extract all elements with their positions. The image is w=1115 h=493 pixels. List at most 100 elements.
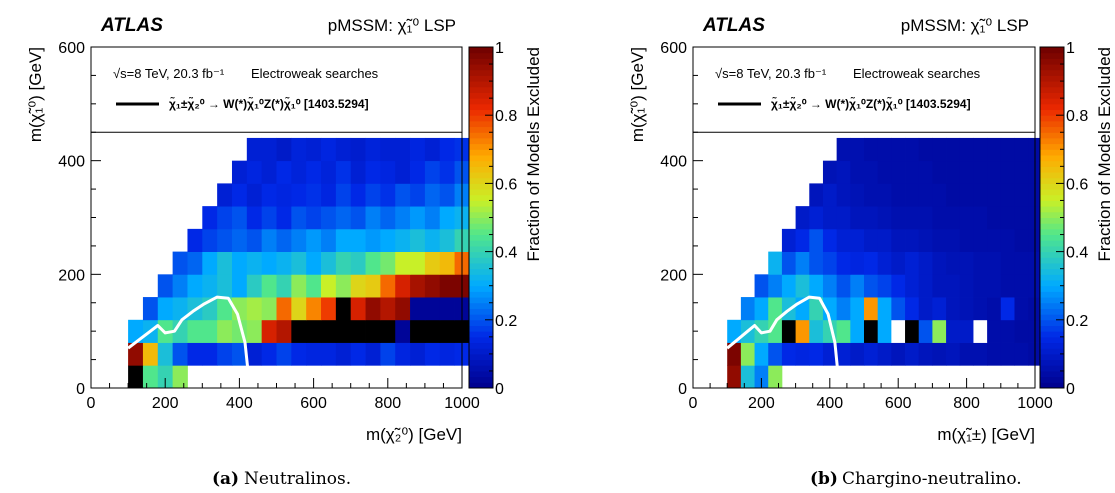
heatmap-cell: [365, 274, 381, 298]
heatmap-cell: [795, 206, 810, 230]
colorbar-segment: [1040, 370, 1064, 378]
heatmap-cell: [864, 228, 879, 252]
heatmap-cell: [822, 183, 838, 207]
heatmap-cell: [246, 319, 263, 343]
heatmap-cell: [795, 274, 810, 298]
colorbar-segment: [1040, 189, 1064, 196]
heatmap-cell: [973, 274, 988, 298]
colorbar-segment: [1040, 217, 1064, 224]
colorbar-segment: [1040, 172, 1064, 179]
heatmap-cell: [410, 297, 426, 321]
colorbar-tick-label: 0: [495, 381, 504, 398]
heatmap-bins: [727, 137, 1043, 389]
heatmap-cell: [291, 319, 307, 343]
colorbar-segment: [1040, 126, 1064, 133]
heatmap-cell: [932, 251, 947, 275]
colorbar-segment: [1040, 143, 1064, 150]
heatmap-cell: [850, 160, 865, 184]
heatmap-cell: [276, 274, 292, 298]
heatmap-cell: [261, 342, 277, 366]
heatmap-cell: [350, 251, 366, 275]
heatmap-cell: [350, 137, 366, 162]
energy-lumi-label: √s=8 TeV, 20.3 fb⁻¹: [113, 66, 225, 81]
heatmap-cell: [809, 274, 824, 298]
experiment-label: ATLAS: [702, 15, 765, 36]
heatmap-cell: [959, 160, 974, 184]
heatmap-cell: [365, 342, 381, 366]
heatmap-cell: [1000, 228, 1015, 252]
heatmap-cell: [350, 319, 366, 343]
colorbar-segment: [469, 149, 493, 156]
heatmap-cell: [365, 251, 381, 275]
heatmap-cell: [905, 274, 920, 298]
heatmap-cell: [128, 365, 144, 389]
colorbar-segment: [469, 348, 493, 355]
heatmap-cell: [261, 228, 277, 252]
heatmap-cell: [439, 160, 455, 184]
heatmap-cell: [365, 137, 381, 162]
colorbar-segment: [1040, 331, 1064, 338]
colorbar-segment: [469, 280, 493, 287]
heatmap-cell: [424, 342, 441, 366]
heatmap-cell: [987, 228, 1002, 252]
colorbar-segment: [469, 126, 493, 133]
heatmap-cell: [822, 342, 838, 366]
heatmap-cell: [276, 251, 292, 275]
heatmap-cell: [809, 206, 824, 230]
heatmap-cell: [905, 228, 920, 252]
heatmap-cell: [891, 160, 906, 184]
colorbar-segment: [469, 314, 493, 321]
heatmap-cell: [864, 206, 879, 230]
heatmap-cell: [335, 251, 352, 275]
heatmap-cell: [918, 251, 933, 275]
heatmap-cell: [306, 183, 322, 207]
heatmap-cell: [187, 342, 203, 366]
colorbar-segment: [1040, 342, 1064, 349]
legend-entry: χ̃₁±χ̃₂⁰ → W(*)χ̃₁⁰Z(*)χ̃₁⁰ [1403.5294]: [771, 96, 971, 111]
heatmap-cell: [959, 319, 974, 343]
colorbar-segment: [469, 291, 493, 298]
colorbar-segment: [1040, 325, 1064, 332]
heatmap-cell: [365, 160, 381, 184]
heatmap-cell: [128, 342, 144, 366]
colorbar-tick-label: 1: [495, 40, 504, 57]
heatmap-cell: [768, 274, 783, 298]
exclusion-curve: [127, 295, 252, 389]
heatmap-cell: [918, 297, 933, 321]
heatmap-cell: [836, 228, 851, 252]
heatmap-cell: [891, 228, 906, 252]
heatmap-cell: [365, 297, 381, 321]
colorbar-segment: [469, 302, 493, 309]
heatmap-cell: [946, 319, 961, 343]
heatmap-cell: [891, 319, 906, 343]
colorbar-segment: [1040, 285, 1064, 292]
heatmap-cell: [439, 228, 455, 252]
heatmap-cell: [987, 319, 1002, 343]
colorbar-segment: [469, 308, 493, 315]
colorbar-segment: [469, 183, 493, 190]
heatmap-cell: [740, 365, 755, 389]
heatmap-cell: [157, 342, 174, 366]
heatmap-cell: [202, 228, 218, 252]
exclusion-curve: [726, 295, 841, 389]
y-tick-label: 600: [660, 40, 687, 57]
heatmap-cell: [187, 274, 203, 298]
heatmap-cell: [321, 183, 337, 207]
heatmap-cell: [172, 251, 188, 275]
heatmap-cell: [306, 206, 322, 230]
heatmap-cell: [850, 274, 865, 298]
heatmap-cell: [822, 274, 838, 298]
colorbar-segment: [469, 331, 493, 338]
heatmap-cell: [335, 342, 352, 366]
colorbar-segment: [469, 319, 493, 326]
heatmap-cell: [321, 137, 337, 162]
heatmap-cell: [768, 365, 783, 389]
heatmap-cell: [410, 342, 426, 366]
heatmap-cell: [321, 206, 337, 230]
heatmap-cell: [987, 274, 1002, 298]
colorbar-segment: [469, 75, 493, 82]
heatmap-cell: [850, 228, 865, 252]
colorbar-segment: [1040, 291, 1064, 298]
heatmap-cell: [157, 297, 174, 321]
colorbar-segment: [1040, 98, 1064, 105]
